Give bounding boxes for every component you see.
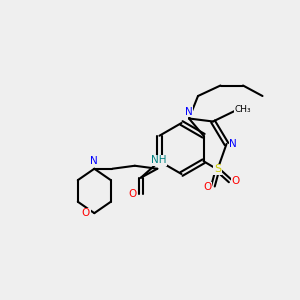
Text: O: O [82, 208, 90, 218]
Text: N: N [90, 156, 98, 166]
Text: CH₃: CH₃ [235, 105, 251, 114]
Text: N: N [229, 139, 237, 149]
Text: O: O [231, 176, 240, 186]
Text: S: S [214, 164, 221, 175]
Text: NH: NH [151, 155, 166, 165]
Text: N: N [185, 107, 193, 117]
Text: O: O [203, 182, 212, 193]
Text: O: O [128, 189, 136, 199]
